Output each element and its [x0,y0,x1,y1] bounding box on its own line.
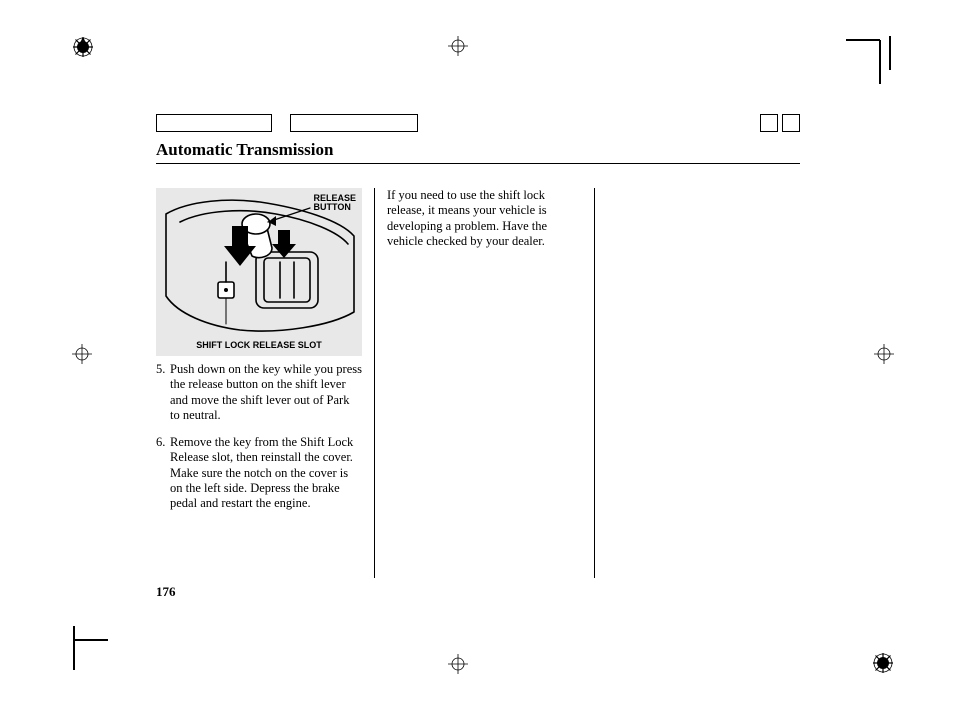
figure-shift-lock: RELEASE BUTTON [156,188,362,356]
step-text: Push down on the key while you press the… [170,362,362,423]
header-smallbox-1 [760,114,778,132]
column-middle: If you need to use the shift lock releas… [374,188,594,578]
registration-mark-mid-left [72,344,92,364]
crop-mark-bottom-left [60,626,108,674]
registration-mark-mid-right [874,344,894,364]
content-area: RELEASE BUTTON [156,188,796,578]
step-number: 6. [156,435,170,511]
page-title: Automatic Transmission [156,140,800,164]
step-5: 5. Push down on the key while you press … [156,362,362,423]
step-number: 5. [156,362,170,423]
header-box-2 [290,114,418,132]
figure-caption-shift-lock-slot: SHIFT LOCK RELEASE SLOT [156,340,362,350]
header-smallbox-2 [782,114,800,132]
header-box-1 [156,114,272,132]
advisory-paragraph: If you need to use the shift lock releas… [387,188,582,249]
registration-mark-top-left [72,36,94,58]
registration-mark-bottom-right [872,652,894,674]
registration-mark-top-center [448,36,468,56]
header-placeholder-boxes [156,114,418,132]
header-small-boxes [760,114,800,132]
shift-lever-illustration [160,196,358,338]
registration-mark-bottom-center [448,654,468,674]
step-text: Remove the key from the Shift Lock Relea… [170,435,362,511]
column-right [594,188,782,578]
step-6: 6. Remove the key from the Shift Lock Re… [156,435,362,511]
column-left: RELEASE BUTTON [156,188,374,578]
page-number: 176 [156,584,176,600]
crop-mark-top-right [846,36,894,84]
